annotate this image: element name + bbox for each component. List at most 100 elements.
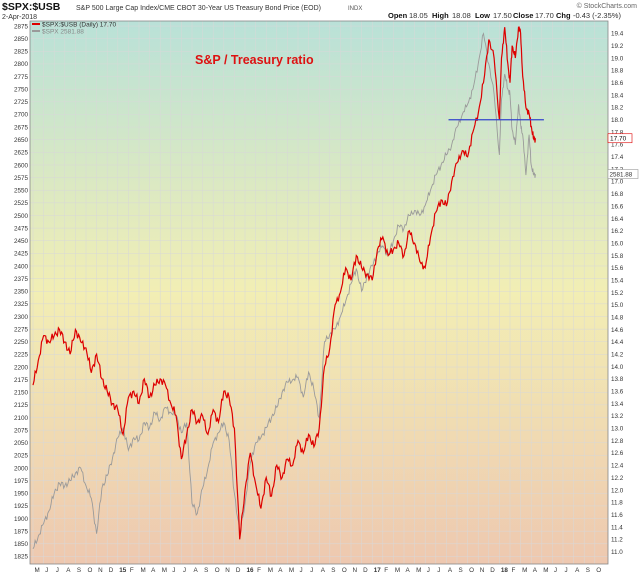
right-tick-label: 17.6 bbox=[611, 142, 624, 149]
left-tick-label: 2875 bbox=[14, 23, 29, 30]
left-tick-label: 2125 bbox=[14, 402, 29, 409]
x-tick-label: M bbox=[35, 567, 40, 574]
legend: $SPX:$USB (Daily) 17.70 $SPX 2581.88 bbox=[32, 22, 116, 36]
x-tick-label: O bbox=[88, 567, 93, 574]
close-value: 17.70 bbox=[535, 11, 554, 20]
left-tick-label: 2650 bbox=[14, 137, 29, 144]
x-tick-label: N bbox=[353, 567, 358, 574]
x-tick-label: D bbox=[109, 567, 114, 574]
brand-text: © StockCharts.com bbox=[577, 2, 638, 10]
right-tick-label: 16.0 bbox=[611, 240, 624, 247]
right-tick-label: 18.6 bbox=[611, 80, 624, 87]
right-tick-label: 13.8 bbox=[611, 376, 624, 383]
right-tick-label: 19.0 bbox=[611, 55, 624, 62]
left-tick-label: 2500 bbox=[14, 213, 29, 220]
left-tick-label: 2175 bbox=[14, 377, 29, 384]
legend-ratio: $SPX:$USB (Daily) 17.70 bbox=[42, 22, 116, 29]
spx-price-tag-box bbox=[607, 169, 639, 179]
ratio-price-tag-box bbox=[607, 133, 633, 144]
left-tick-label: 2800 bbox=[14, 61, 29, 68]
right-tick-label: 16.4 bbox=[611, 216, 624, 223]
right-tick-label: 14.8 bbox=[611, 314, 624, 321]
x-tick-label: J bbox=[427, 567, 430, 574]
grid bbox=[30, 21, 608, 564]
left-tick-label: 2350 bbox=[14, 289, 29, 296]
x-tick-label: M bbox=[162, 567, 167, 574]
low-label: Low bbox=[475, 11, 490, 20]
left-tick-label: 2850 bbox=[14, 36, 29, 43]
left-tick-label: 2300 bbox=[14, 314, 29, 321]
x-tick-label: A bbox=[321, 567, 326, 574]
x-tick-label: M bbox=[141, 567, 146, 574]
x-tick-label: A bbox=[406, 567, 411, 574]
chg-label: Chg bbox=[556, 11, 571, 20]
right-tick-label: 18.4 bbox=[611, 92, 624, 99]
left-tick-label: 2225 bbox=[14, 352, 29, 359]
right-tick-label: 14.4 bbox=[611, 339, 624, 346]
x-tick-label: M bbox=[268, 567, 273, 574]
ratio-price-tag: 17.70 bbox=[610, 136, 627, 143]
series-group bbox=[32, 26, 544, 550]
left-axis: 2875 2850 2825 2800 2775 2750 2725 2700 2675 2650… bbox=[14, 23, 29, 560]
x-tick-label: M bbox=[543, 567, 548, 574]
left-tick-label: 2200 bbox=[14, 364, 29, 371]
right-tick-label: 15.4 bbox=[611, 277, 624, 284]
x-tick-label: 18 bbox=[501, 567, 509, 574]
left-tick-label: 2525 bbox=[14, 200, 29, 207]
right-tick-label: 15.0 bbox=[611, 302, 624, 309]
x-tick-label: D bbox=[490, 567, 495, 574]
left-tick-label: 2450 bbox=[14, 238, 29, 245]
symbol-description: S&P 500 Large Cap Index/CME CBOT 30-Year… bbox=[76, 5, 321, 12]
right-tick-label: 18.8 bbox=[611, 68, 624, 75]
x-tick-label: N bbox=[480, 567, 485, 574]
right-tick-label: 11.4 bbox=[611, 524, 623, 531]
left-tick-label: 2325 bbox=[14, 301, 29, 308]
right-tick-label: 13.4 bbox=[611, 401, 624, 408]
price-tags: 17.70 2581.88 bbox=[607, 133, 639, 179]
x-tick-label: F bbox=[257, 567, 261, 574]
left-tick-label: 2600 bbox=[14, 162, 29, 169]
left-tick-label: 1925 bbox=[14, 503, 29, 510]
left-tick-label: 2150 bbox=[14, 390, 29, 397]
right-tick-label: 16.8 bbox=[611, 191, 624, 198]
x-tick-label: S bbox=[459, 567, 463, 574]
right-tick-label: 15.6 bbox=[611, 265, 624, 272]
right-tick-label: 18.0 bbox=[611, 117, 624, 124]
left-tick-label: 2550 bbox=[14, 188, 29, 195]
x-tick-label: J bbox=[310, 567, 313, 574]
right-tick-label: 11.8 bbox=[611, 500, 623, 507]
right-tick-label: 17.4 bbox=[611, 154, 624, 161]
open-label: Open bbox=[388, 11, 408, 20]
x-tick-label: 15 bbox=[119, 567, 127, 574]
right-tick-label: 12.6 bbox=[611, 450, 624, 457]
x-tick-label: S bbox=[331, 567, 335, 574]
right-tick-label: 11.2 bbox=[611, 537, 623, 544]
x-tick-label: M bbox=[416, 567, 421, 574]
x-tick-label: D bbox=[363, 567, 368, 574]
legend-spx: $SPX 2581.88 bbox=[42, 29, 84, 36]
left-tick-label: 2000 bbox=[14, 465, 29, 472]
right-tick-label: 19.2 bbox=[611, 43, 624, 50]
x-tick-label: M bbox=[522, 567, 527, 574]
x-tick-label: A bbox=[278, 567, 283, 574]
right-tick-label: 17.0 bbox=[611, 179, 624, 186]
right-tick-label: 12.4 bbox=[611, 463, 624, 470]
right-tick-label: 12.2 bbox=[611, 475, 624, 482]
right-tick-label: 19.4 bbox=[611, 31, 624, 38]
x-tick-label: J bbox=[554, 567, 557, 574]
right-tick-label: 13.6 bbox=[611, 389, 624, 396]
right-tick-label: 14.0 bbox=[611, 364, 624, 371]
ohlc-readout: Open 18.05 High 18.08 Low 17.50 Close 17… bbox=[388, 11, 621, 20]
right-tick-label: 16.2 bbox=[611, 228, 624, 235]
left-tick-label: 2750 bbox=[14, 86, 29, 93]
x-tick-label: O bbox=[215, 567, 220, 574]
left-tick-label: 2400 bbox=[14, 263, 29, 270]
x-axis: M J J A S O N D 15 F M A M J J A S O N D 16 F M A M J J A S O N D 17 F M A M… bbox=[35, 567, 602, 574]
x-tick-label: J bbox=[183, 567, 186, 574]
right-tick-label: 13.2 bbox=[611, 413, 624, 420]
right-tick-label: 12.0 bbox=[611, 487, 624, 494]
header-date: 2-Apr-2018 bbox=[2, 14, 37, 21]
left-tick-label: 2050 bbox=[14, 440, 29, 447]
symbol-title: $SPX:$USB bbox=[2, 1, 61, 13]
